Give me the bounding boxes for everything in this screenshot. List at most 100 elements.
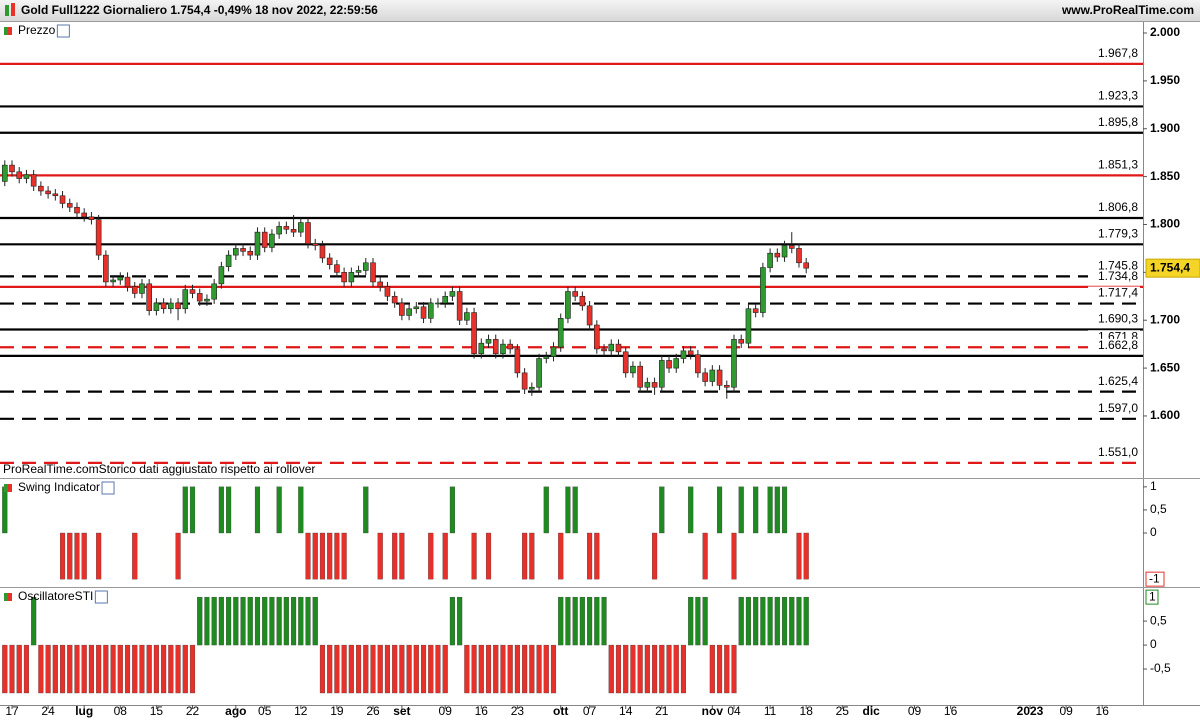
level-label-bg [1088,401,1140,416]
indicator-bar [717,644,723,694]
settings-icon[interactable] [56,24,70,38]
x-tick-label: 16 [944,704,958,718]
candle-body [702,372,708,382]
indicator-bar [2,644,8,694]
candle-body [529,386,535,390]
candle-body [774,252,781,258]
y-tick-label: 1.900 [1150,121,1180,135]
indicator-bar [189,644,196,694]
panel-title-icon [4,593,8,601]
indicator-bar [543,644,549,694]
indicator-bar [601,596,607,646]
candle-body [442,295,449,304]
current-value-tag [1145,589,1159,605]
indicator-bar [565,486,571,534]
indicator-bar [803,596,809,646]
indicator-bar [753,596,759,646]
candle-body [536,358,542,388]
candle-body [752,308,759,313]
indicator-bar [124,644,131,694]
indicator-bar [312,532,318,580]
candle-body [175,302,181,310]
candle-body [23,174,30,179]
indicator-bar [334,644,340,694]
indicator-bar [319,644,326,694]
candle-body [464,312,470,321]
indicator-bar [449,596,455,646]
candle-body [514,348,521,374]
candle-body [233,248,239,256]
x-tick-label: 08 [114,704,128,718]
indicator-bar [471,644,477,694]
settings-icon[interactable] [101,481,115,495]
indicator-bar [558,532,564,580]
indicator-bar [9,644,15,694]
x-tick-label: 09 [908,704,922,718]
level-label-bg [1088,227,1140,242]
candle-body [370,262,376,283]
x-tick-label: 2023 [1017,704,1044,718]
indicator-bar [673,644,679,694]
panel-title-icon [4,27,8,35]
candle-body [673,358,680,369]
indicator-bar [485,532,492,580]
indicator-bar [247,596,253,646]
indicator-bar [38,644,44,694]
candle-body [355,270,362,273]
indicator-bar [233,596,239,646]
candle-body [240,248,246,252]
indicator-bar [514,644,520,694]
candle-body [572,291,578,297]
indicator-bar [471,532,477,580]
x-tick-label: 12 [294,704,308,718]
candle-body [449,291,456,297]
indicator-bar [594,596,600,646]
settings-icon[interactable] [94,590,108,604]
y-tick-label: 0,5 [1150,502,1167,516]
candle-body [507,343,513,350]
indicator-bar [197,596,203,646]
indicator-bar [312,596,318,646]
header-site[interactable]: www.ProRealTime.com [1061,3,1194,17]
candle-body [38,185,44,192]
candle-body [305,222,311,244]
indicator-bar [688,486,694,534]
candle-body [66,203,73,208]
indicator-bar [305,532,311,580]
indicator-bar [59,532,66,580]
panel-title-icon [8,27,12,35]
level-label-bg [1088,200,1140,215]
indicator-bar [623,644,629,694]
level-label-bg [1088,158,1140,173]
candle-body [1,164,8,182]
level-label: 1.597,0 [1098,401,1138,415]
indicator-bar [558,596,564,646]
indicator-bar [132,644,138,694]
indicator-bar [327,644,333,694]
indicator-bar [550,644,557,694]
candle-body [384,286,391,297]
candle-body [594,324,600,350]
indicator-bar [276,596,282,646]
indicator-bar [652,644,658,694]
indicator-bar [305,596,311,646]
indicator-bar [760,596,766,646]
indicator-bar [81,644,87,694]
candle-body [485,339,492,344]
x-tick-label: ago [225,704,246,718]
indicator-bar [341,644,347,694]
x-tick-label: 26 [366,704,380,718]
indicator-bar [738,486,744,534]
indicator-bar [392,644,398,694]
indicator-bar [695,596,701,646]
indicator-bar [478,644,484,694]
indicator-bar [666,644,672,694]
indicator-bar [680,644,687,694]
y-tick-label: 0 [1150,637,1157,651]
indicator-bar [132,532,138,580]
indicator-bar [457,596,463,646]
candle-body [276,226,282,235]
candle-body [146,283,152,311]
indicator-bar [659,644,665,694]
indicator-bar [81,532,87,580]
